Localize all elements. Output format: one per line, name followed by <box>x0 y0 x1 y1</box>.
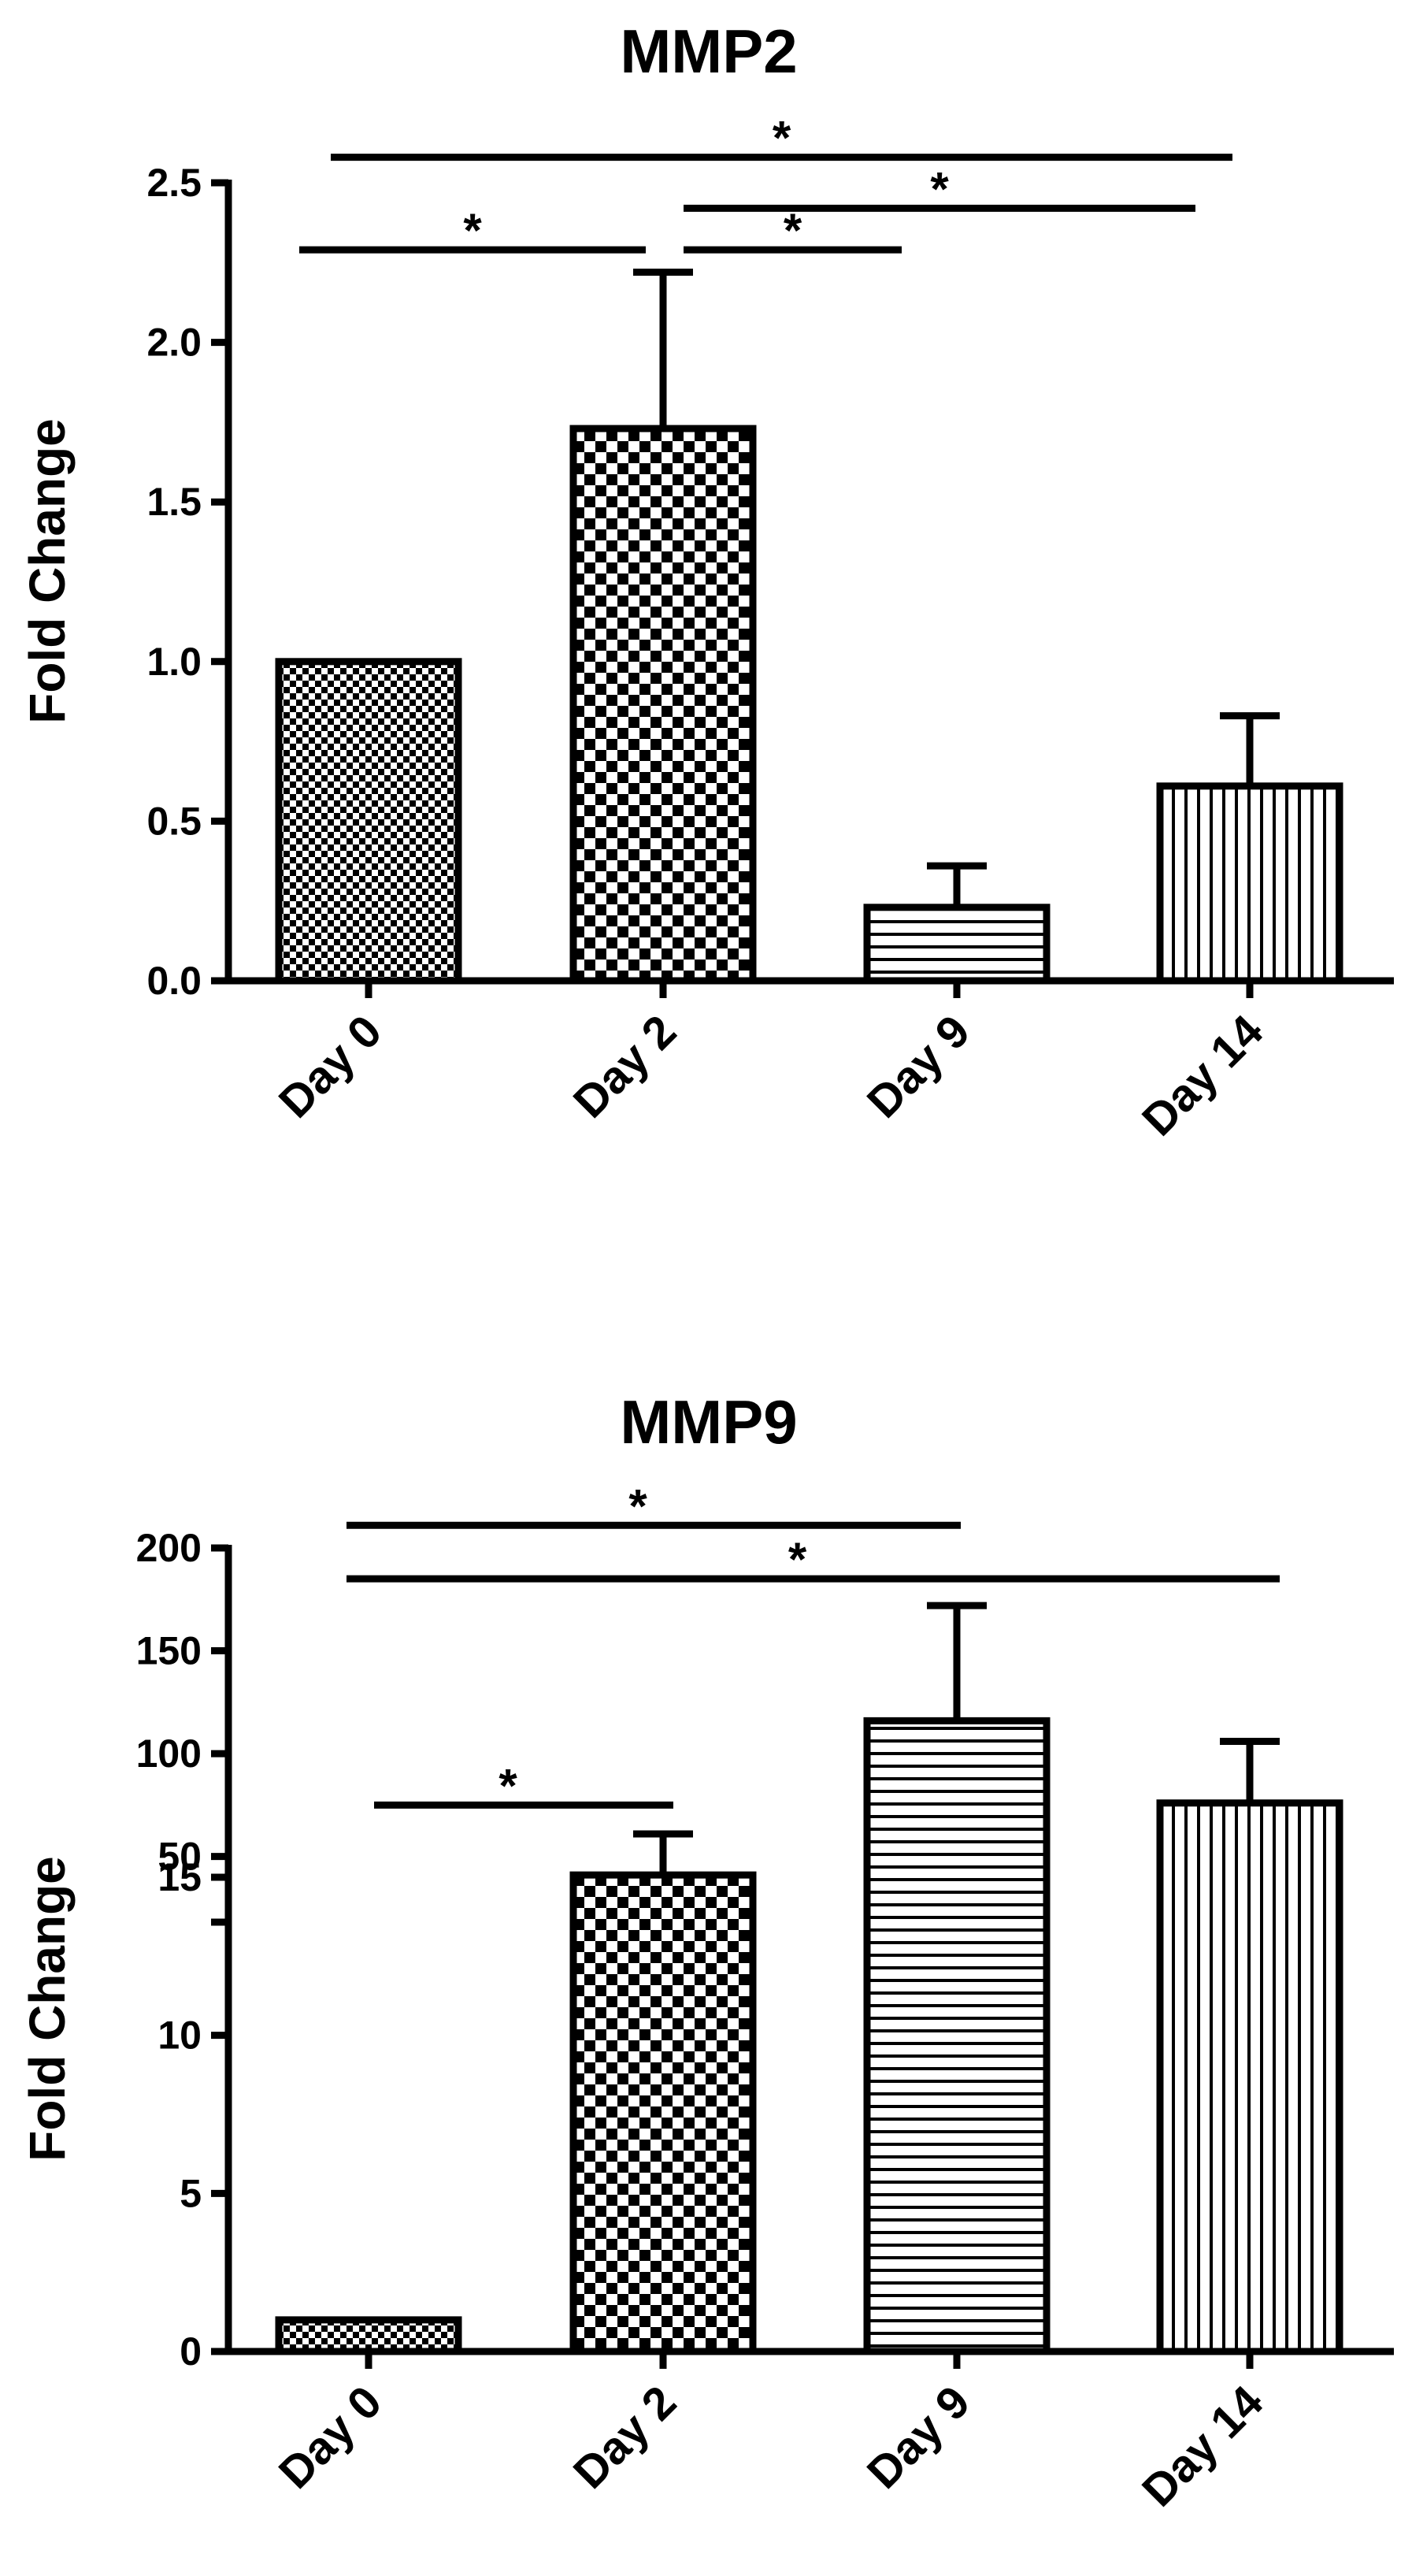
y-tick-label: 0.0 <box>146 959 202 1003</box>
y-tick-label: 50 <box>158 1835 202 1879</box>
y-axis-label: Fold Change <box>19 418 76 724</box>
y-tick-label: 10 <box>158 2014 202 2058</box>
significance-star: * <box>628 1479 647 1532</box>
bar-day-0 <box>275 2316 462 2355</box>
significance-star: * <box>463 204 482 257</box>
y-tick-label: 150 <box>136 1629 202 1673</box>
chart-title: MMP2 <box>620 17 797 86</box>
significance-star: * <box>930 162 949 215</box>
significance-star: * <box>788 1533 807 1586</box>
bar-day-2-lower-fill <box>573 1877 753 2351</box>
bar-day-9-lower-fill <box>867 1877 1047 2351</box>
y-tick-label: 2.5 <box>146 161 202 205</box>
y-tick-label: 100 <box>136 1732 202 1776</box>
significance-star: * <box>784 204 802 257</box>
bar-day-14 <box>1156 782 1343 985</box>
bar-day-0 <box>275 658 462 985</box>
significance-star: * <box>498 1759 517 1812</box>
y-tick-label: 0 <box>180 2329 202 2374</box>
bar-day-14-upper-fill <box>1160 1802 1340 1920</box>
x-tick-label: Day 2 <box>564 2376 686 2498</box>
bar-day-9 <box>863 904 1051 985</box>
bar-day-14-lower-fill <box>1160 1877 1340 2351</box>
x-tick-label: Day 2 <box>564 1005 686 1127</box>
x-tick-label: Day 9 <box>858 1005 980 1127</box>
chart-title: MMP9 <box>620 1387 797 1457</box>
y-tick-label: 200 <box>136 1526 202 1570</box>
x-tick-label: Day 14 <box>1132 1005 1273 1145</box>
x-tick-label: Day 0 <box>269 1005 391 1127</box>
significance-star: * <box>773 112 791 165</box>
y-tick-label: 1.0 <box>146 640 202 684</box>
x-tick-label: Day 9 <box>858 2376 980 2498</box>
bar-day-2 <box>569 425 757 985</box>
x-tick-label: Day 0 <box>269 2376 391 2498</box>
y-tick-label: 15 <box>158 1855 202 1899</box>
bar-day-2-upper <box>569 1871 757 1920</box>
y-tick-label: 5 <box>180 2171 202 2215</box>
x-tick-label: Day 14 <box>1132 2376 1273 2516</box>
bar-day-2-upper-fill <box>573 1875 753 1920</box>
chart-mmp2: MMP2 Fold Change 0.0 0.5 1.0 1.5 2.0 2.5 Day 0… <box>19 17 1394 1145</box>
y-tick-label: 2.0 <box>146 321 202 365</box>
y-tick-label: 0.5 <box>146 799 202 843</box>
bar-day-9-upper-fill <box>867 1720 1047 1920</box>
bar-day-14-upper <box>1156 1799 1343 1920</box>
y-axis-label: Fold Change <box>19 1856 76 2162</box>
y-tick-label: 1.5 <box>146 480 202 524</box>
